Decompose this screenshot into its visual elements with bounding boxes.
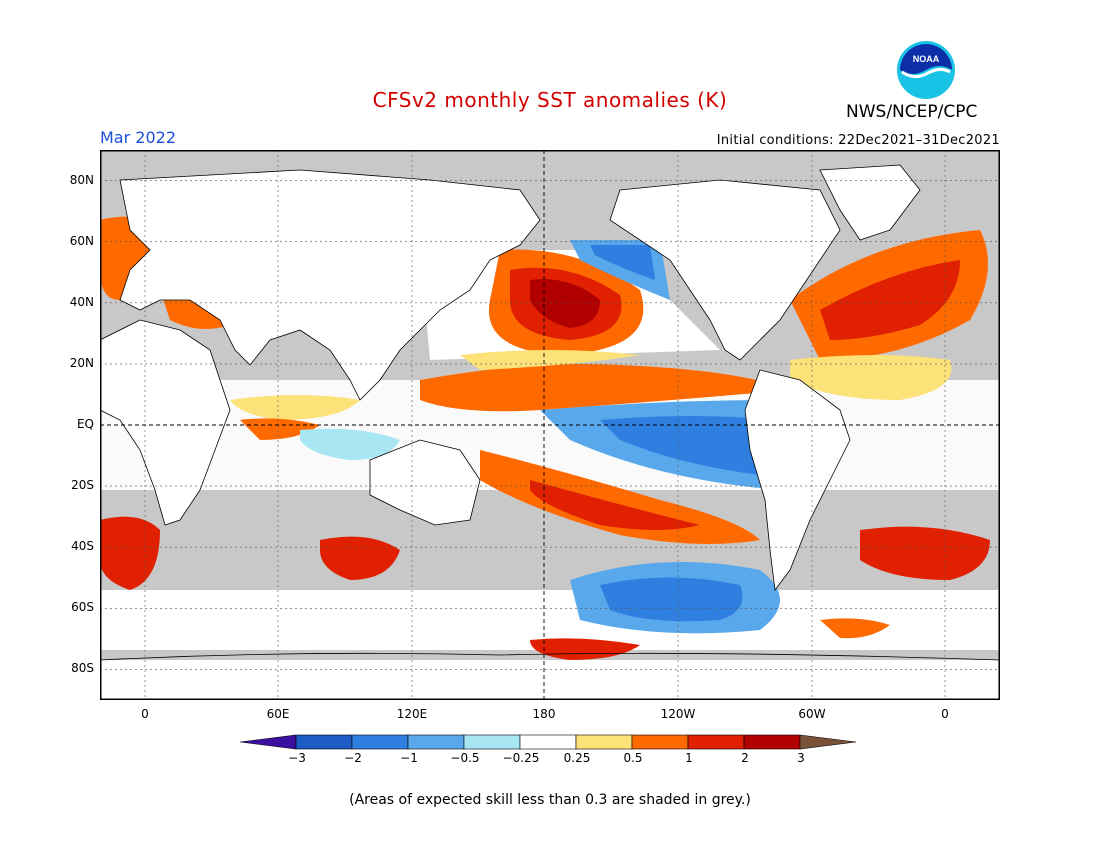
initial-conditions: Initial conditions: 22Dec2021–31Dec2021 [716,133,1000,148]
lon-label: 120E [396,707,428,721]
colorbar-max-arrow [799,734,857,750]
colorbar-segment [519,734,577,750]
sst-anomaly-map [100,150,1000,700]
lon-label: 0 [941,707,949,721]
greenland [819,164,921,241]
lon-label: 60E [266,707,290,721]
lon-label: 180 [532,707,556,721]
colorbar-segment [351,734,409,750]
graticule [100,150,1000,700]
colorbar-min-arrow [240,734,297,750]
north-america [609,179,841,361]
colorbar-label: −0.5 [450,751,480,765]
lon-label: 0 [141,707,149,721]
lon-label: 60W [798,707,826,721]
lat-label: 80S [71,661,94,675]
colorbar-label: −3 [288,751,306,765]
colorbar-label: 3 [797,751,805,765]
antarctica [100,660,1000,700]
skill-footnote: (Areas of expected skill less than 0.3 a… [349,792,751,808]
colorbar-label: 2 [741,751,749,765]
equator-dateline [100,150,1000,700]
australia [369,439,481,526]
colorbar-segment [463,734,521,750]
lat-label: 80N [69,173,94,187]
chart-title: CFSv2 monthly SST anomalies (K) [372,88,728,112]
colorbar-segment [407,734,465,750]
land-masses [100,164,1000,700]
colorbar-segment [687,734,745,750]
colorbar-label: −1 [400,751,418,765]
lon-label: 120W [660,707,696,721]
lat-label: EQ [76,417,94,431]
colorbar-label: 0.5 [623,751,643,765]
forecast-month: Mar 2022 [100,128,176,147]
colorbar-segment [743,734,801,750]
colorbar-label: 1 [685,751,693,765]
eurasia [119,169,541,401]
africa [100,319,231,526]
colorbar-segment [575,734,633,750]
lat-label: 20S [71,478,94,492]
lat-label: 20N [69,356,94,370]
noaa-logo: NOAA [897,41,955,99]
colorbar-label: −2 [344,751,362,765]
agency-label: NWS/NCEP/CPC [846,102,978,122]
lat-label: 60N [69,234,94,248]
lat-label: 60S [71,600,94,614]
colorbar-label: −0.25 [502,751,540,765]
lat-label: 40S [71,539,94,553]
colorbar-segment [631,734,689,750]
lat-label: 40N [69,295,94,309]
colorbar [240,734,857,750]
colorbar-label: 0.25 [563,751,591,765]
logo-text: NOAA [913,54,940,64]
colorbar-segment [295,734,353,750]
